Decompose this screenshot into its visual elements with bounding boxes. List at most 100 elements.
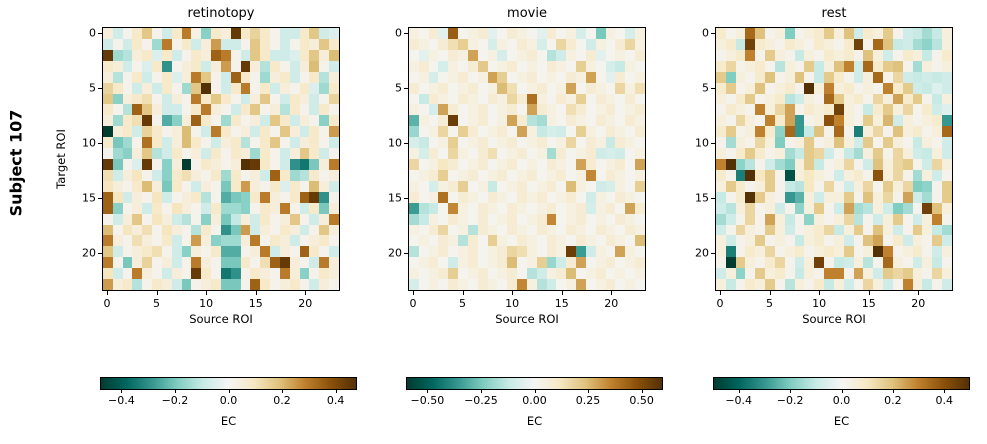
heatmap-cell <box>438 28 449 39</box>
heatmap-cell <box>716 104 726 116</box>
heatmap-cell <box>477 268 488 280</box>
heatmap-cell <box>725 38 736 50</box>
heatmap-cell <box>784 82 795 94</box>
heatmap-cell <box>735 169 746 181</box>
heatmap-cell <box>605 213 616 225</box>
heatmap-cell <box>725 126 736 138</box>
heatmap-cell <box>309 71 320 83</box>
y-tick-label: 10 <box>82 136 96 149</box>
heatmap-cell <box>122 93 133 105</box>
heatmap-cell <box>161 49 172 61</box>
heatmap-cell <box>122 180 133 192</box>
heatmap-cell <box>824 148 834 159</box>
heatmap-cell <box>794 257 805 269</box>
heatmap-cell <box>103 115 113 127</box>
heatmap-cell <box>122 279 133 290</box>
heatmap-cell <box>566 137 577 149</box>
heatmap-cell <box>892 159 903 170</box>
heatmap-cell <box>576 191 586 203</box>
heatmap-cell <box>765 115 775 127</box>
heatmap-cell <box>794 268 805 280</box>
heatmap-cell <box>497 213 508 225</box>
heatmap-cell <box>546 60 557 72</box>
heatmap-cell <box>595 159 606 170</box>
heatmap-cell <box>240 82 251 94</box>
heatmap-cell <box>142 60 153 72</box>
heatmap-cell <box>448 202 459 214</box>
heatmap-cell <box>546 213 557 225</box>
heatmap-cell <box>843 159 854 170</box>
heatmap-cell <box>418 246 429 258</box>
heatmap-cell <box>517 246 527 258</box>
heatmap-cell <box>289 126 300 138</box>
heatmap-cell <box>566 82 577 94</box>
heatmap-cell <box>566 148 577 159</box>
heatmap-cell <box>585 28 596 39</box>
heatmap-cell <box>132 169 143 181</box>
heatmap-cell <box>635 28 645 39</box>
heatmap-cell <box>526 60 537 72</box>
heatmap-cell <box>595 224 606 236</box>
heatmap-cell <box>605 169 616 181</box>
heatmap-cell <box>794 71 805 83</box>
heatmap-cell <box>507 159 518 170</box>
heatmap-cell <box>635 38 645 50</box>
heatmap-cell <box>615 126 626 138</box>
heatmap-cell <box>536 148 547 159</box>
heatmap-cell <box>745 202 756 214</box>
heatmap-cell <box>309 257 320 269</box>
heatmap-cell <box>152 159 162 170</box>
heatmap-cell <box>230 246 241 258</box>
heatmap-cell <box>103 60 113 72</box>
heatmap-cell <box>270 60 280 72</box>
heatmap-cell <box>409 169 419 181</box>
heatmap-cell <box>477 169 488 181</box>
heatmap-cell <box>260 104 271 116</box>
heatmap-cell <box>319 38 330 50</box>
heatmap-cell <box>112 191 123 203</box>
heatmap-cell <box>319 126 330 138</box>
heatmap-cell <box>716 180 726 192</box>
heatmap-cell <box>477 137 488 149</box>
colorbar-tick-mark <box>480 390 482 393</box>
heatmap-cell <box>487 213 498 225</box>
heatmap-cell <box>585 38 596 50</box>
heatmap-cell <box>774 159 785 170</box>
heatmap-cell <box>270 126 280 138</box>
heatmap-cell <box>409 224 419 236</box>
heatmap-cell <box>843 148 854 159</box>
heatmap-cell <box>863 71 874 83</box>
heatmap-cell <box>477 126 488 138</box>
heatmap-cell <box>883 82 893 94</box>
heatmap-cell <box>853 224 864 236</box>
heatmap-cell <box>289 159 300 170</box>
heatmap-cell <box>595 257 606 269</box>
x-tick-label: 20 <box>911 297 926 310</box>
heatmap-cell <box>448 213 459 225</box>
heatmap-cell <box>103 28 113 39</box>
heatmap-cell <box>220 148 231 159</box>
heatmap-cell <box>152 93 162 105</box>
heatmap-cell <box>735 137 746 149</box>
heatmap-cell <box>843 137 854 149</box>
heatmap-cell <box>526 82 537 94</box>
heatmap-cell <box>595 137 606 149</box>
heatmap-cell <box>725 169 736 181</box>
heatmap-cell <box>329 126 339 138</box>
heatmap-cell <box>250 180 261 192</box>
heatmap-cell <box>546 202 557 214</box>
colorbar-retinotopy: EC −0.4 −0.2 0.0 0.2 0.4 <box>100 377 357 437</box>
heatmap-cell <box>873 191 884 203</box>
heatmap-cell <box>497 268 508 280</box>
heatmap-cell <box>438 71 449 83</box>
heatmap-cell <box>774 235 785 247</box>
heatmap-cell <box>784 93 795 105</box>
heatmap-cell <box>319 180 330 192</box>
heatmap-cell <box>418 224 429 236</box>
heatmap-cell <box>843 268 854 280</box>
panel-title: rest <box>821 6 847 21</box>
heatmap-cell <box>814 246 825 258</box>
heatmap-cell <box>576 169 586 181</box>
heatmap-cell <box>191 82 202 94</box>
heatmap-cell <box>922 279 933 290</box>
